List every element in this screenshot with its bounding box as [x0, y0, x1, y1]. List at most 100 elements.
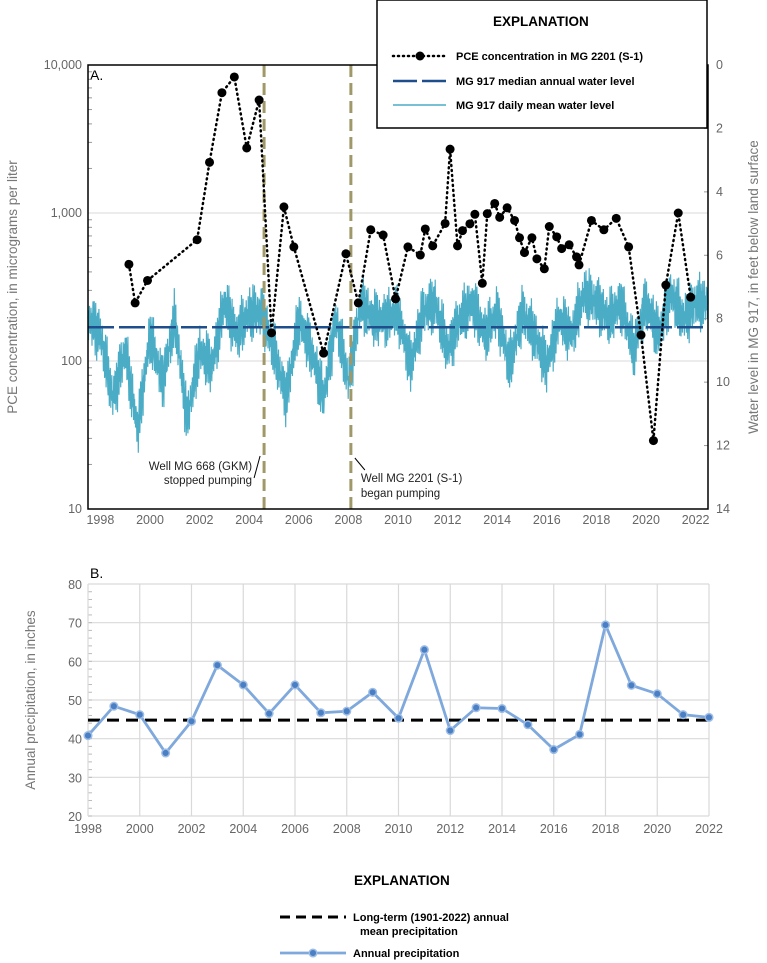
pce-data-point [403, 242, 413, 252]
pce-data-point [673, 208, 683, 218]
x-tick-label: 2002 [178, 822, 206, 836]
pce-data-point [539, 264, 549, 274]
x-tick-label: 2018 [582, 513, 610, 527]
x-tick-label: 2000 [126, 822, 154, 836]
pce-data-point [124, 259, 134, 269]
pce-data-point [564, 240, 574, 250]
legend-mean-label-line2: mean precipitation [360, 926, 458, 938]
y-tick-label: 80 [68, 578, 82, 592]
y2-tick-label: 10 [716, 375, 730, 389]
pce-data-point [495, 212, 505, 222]
precipitation-data-point [523, 720, 533, 730]
annotation-gkm-line1: Well MG 668 (GKM) [149, 461, 252, 473]
legend-title: EXPLANATION [493, 14, 589, 29]
pce-data-point [205, 157, 215, 167]
precipitation-data-point [161, 748, 171, 758]
pce-data-point [217, 88, 227, 98]
pce-data-point [510, 215, 520, 225]
precipitation-data-point [497, 703, 507, 714]
pce-data-point [445, 144, 455, 154]
legend-median-label: MG 917 median annual water level [456, 76, 635, 88]
precipitation-data-point [393, 713, 404, 723]
precipitation-data-point [600, 620, 611, 630]
pce-data-point [586, 215, 596, 225]
precipitation-data-point [316, 708, 326, 718]
precipitation-data-point [109, 701, 119, 711]
pce-data-point [611, 213, 621, 223]
annotation-s1-line2: began pumping [361, 488, 440, 500]
pce-data-point [470, 209, 480, 219]
pce-data-point [229, 72, 239, 82]
precipitation-data-point [186, 716, 197, 726]
pce-data-point [415, 250, 425, 260]
y2-tick-label: 6 [716, 248, 723, 262]
x-tick-label: 1998 [74, 822, 102, 836]
y2-tick-label: 14 [716, 502, 730, 516]
pce-data-point [378, 230, 388, 240]
y2-tick-label: 2 [716, 121, 723, 135]
y-tick-label: 100 [61, 354, 82, 368]
precipitation-data-point [419, 645, 429, 655]
legend-b: EXPLANATION Long-term (1901-2022) annual m… [280, 873, 509, 960]
pce-data-point [267, 328, 277, 338]
precipitation-data-point [135, 710, 145, 720]
panel-a: A. 10 100 1,000 10,000 0 2 4 6 8 10 12 14 1998 2000 200… [5, 0, 761, 527]
pce-data-point [624, 242, 634, 252]
pce-data-point [574, 260, 584, 270]
annotation-s1-line1: Well MG 2201 (S-1) [361, 473, 463, 485]
annotation-gkm-line2: stopped pumping [164, 475, 252, 487]
precipitation-data-point [368, 687, 378, 697]
pce-data-point [599, 225, 609, 235]
pce-data-point [428, 241, 438, 251]
pce-data-point [648, 436, 658, 446]
x-tick-label: 2004 [235, 513, 263, 527]
y-tick-label: 50 [68, 694, 82, 708]
legend-pce-marker [415, 51, 425, 61]
pce-data-point [341, 249, 351, 259]
precipitation-data-point [652, 689, 662, 699]
precipitation-data-point [678, 710, 688, 720]
x-tick-label: 2012 [436, 822, 464, 836]
pce-data-point [457, 226, 467, 236]
precipitation-data-point [83, 731, 93, 741]
legend-box [376, 0, 708, 129]
pce-data-point [465, 219, 475, 229]
pce-data-point [490, 198, 500, 208]
x-tick-label: 2010 [384, 513, 412, 527]
pce-data-point [242, 143, 252, 153]
x-tick-label: 2022 [695, 822, 723, 836]
x-tick-label: 2006 [285, 513, 313, 527]
panel-b-label: B. [90, 565, 103, 581]
pce-concentration-line [127, 74, 692, 441]
panel-a-label: A. [90, 67, 103, 83]
precipitation-data-point [264, 708, 274, 719]
panel-b: B. 20 30 40 50 60 70 80 1998 2000 2002 2004 2006 2008… [23, 565, 723, 960]
legend-mean-label-line1: Long-term (1901-2022) annual [353, 912, 509, 924]
y2-tick-label: 0 [716, 58, 723, 72]
y2-tick-label: 8 [716, 312, 723, 326]
y-axis-title: Annual precipitation, in inches [23, 610, 38, 790]
legend-daily-label: MG 917 daily mean water level [456, 100, 614, 112]
y-tick-label: 10,000 [44, 58, 82, 72]
pce-data-point [319, 348, 329, 358]
legend-precip-label: Annual precipitation [353, 948, 460, 960]
precipitation-data-point [238, 680, 248, 690]
y-tick-label: 10 [68, 502, 82, 516]
pce-data-point [391, 294, 401, 304]
plot-area-a [87, 64, 709, 510]
y2-tick-label: 4 [716, 185, 723, 199]
pce-data-point [544, 222, 554, 232]
x-tick-label: 2014 [488, 822, 516, 836]
precipitation-data-point [212, 660, 222, 670]
pce-data-point [279, 202, 289, 212]
legend-a: EXPLANATION PCE concentration in MG 2201 … [376, 0, 708, 129]
legend-precip-marker [308, 948, 318, 958]
x-tick-label: 2008 [334, 513, 362, 527]
pce-data-point [482, 209, 492, 219]
y-tick-label: 70 [68, 617, 82, 631]
y-tick-label: 30 [68, 771, 82, 785]
y-axis-title: PCE concentration, in micrograms per lit… [5, 160, 20, 414]
x-tick-label: 2020 [632, 513, 660, 527]
precipitation-data-point [626, 680, 636, 690]
